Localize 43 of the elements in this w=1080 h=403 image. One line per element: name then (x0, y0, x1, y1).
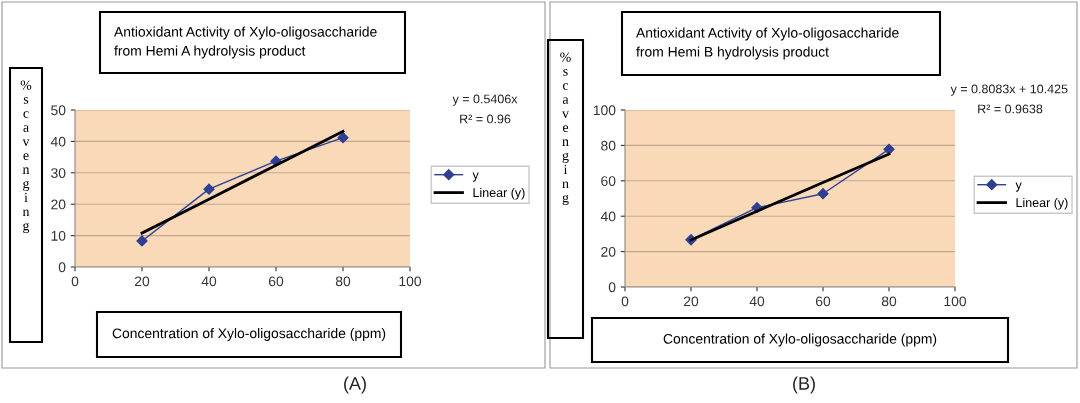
x-tick-label: 20 (683, 296, 699, 307)
legend-label: Linear (y) (1016, 197, 1068, 210)
point (883, 143, 895, 155)
text: y = 0.5406x (452, 94, 518, 106)
y-tick-label: 0 (58, 262, 66, 273)
y-tick-label: 30 (51, 168, 66, 178)
legend-label: y (1015, 182, 1022, 192)
x-tick-label: 20 (134, 276, 150, 287)
text: % scavenging (20, 80, 32, 234)
text: y = 0.8083x + 10.425 (950, 84, 1068, 96)
legend-label: Linear (y) (473, 187, 525, 200)
y-tick-label: 20 (51, 199, 66, 210)
y-tick-label: 10 (51, 230, 66, 241)
y-tick-label: 50 (51, 105, 66, 116)
x-axis-title: Concentration of Xylo-oligosaccharide (ppm) (663, 333, 937, 347)
text: (A) (344, 376, 366, 394)
x-tick-label: 80 (335, 276, 351, 287)
y-tick-label: 100 (593, 105, 616, 116)
x-tick-label: 40 (749, 296, 765, 307)
x-tick-label: 100 (944, 296, 967, 307)
y-tick-label: 40 (600, 211, 616, 222)
point (817, 188, 829, 200)
y-tick-label: 60 (601, 176, 616, 186)
text: R² = 0.96 (460, 114, 511, 124)
x-tick-label: 0 (621, 296, 629, 307)
x-axis-title: Concentration of Xylo-oligosaccharide (ppm) (112, 328, 386, 341)
chart-title: Antioxidant Activity of Xylo-oligosaccharide from Hemi B hydrolysis product (636, 27, 899, 60)
text: (B) (793, 376, 815, 394)
legend-label: y (472, 172, 479, 182)
x-tick-label: 0 (71, 276, 79, 287)
y-tick-label: 80 (601, 140, 616, 151)
y-tick-label: 20 (601, 246, 616, 257)
x-tick-label: 100 (399, 276, 422, 287)
x-tick-label: 60 (268, 276, 284, 287)
x-tick-label: 60 (815, 296, 831, 307)
x-tick-label: 80 (881, 296, 897, 307)
point (337, 132, 349, 144)
chart-title: Antioxidant Activity of Xylo-oligosaccharide from Hemi A hydrolysis product (114, 26, 377, 59)
text: R² = 0.9638 (978, 104, 1043, 114)
x-tick-label: 40 (201, 276, 217, 287)
point (203, 183, 215, 195)
text: % scavenging (560, 52, 571, 206)
y-tick-label: 40 (50, 136, 66, 147)
